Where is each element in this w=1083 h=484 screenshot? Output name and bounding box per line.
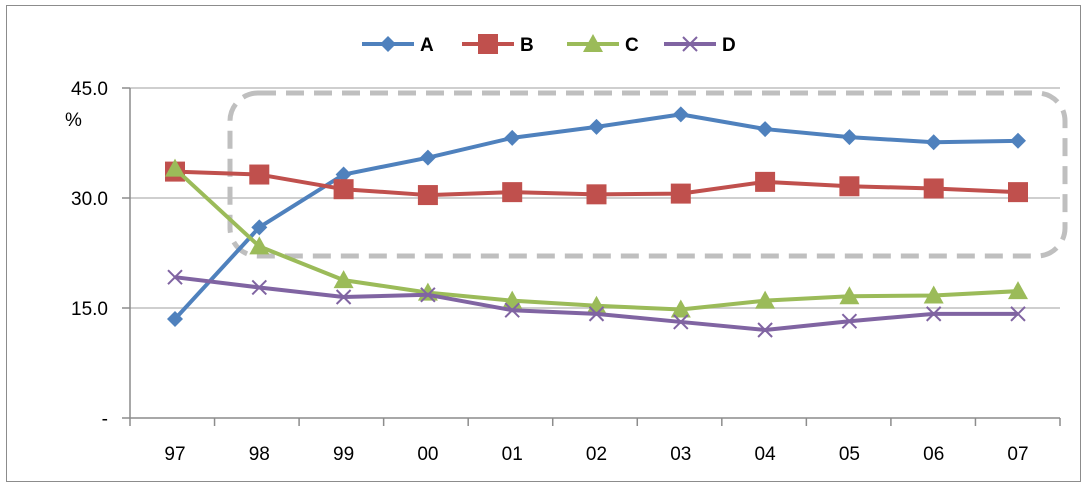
x-marker-stroke — [757, 322, 773, 338]
series-b-point — [670, 183, 691, 204]
series-b-point — [586, 184, 607, 205]
series-c-point — [755, 290, 776, 309]
series-d-point — [504, 302, 520, 318]
x-tick-label: 98 — [249, 444, 270, 465]
series-a-line — [173, 112, 1019, 321]
legend-item-d: D — [664, 35, 736, 56]
series-d-point — [673, 314, 689, 330]
series-d-point — [335, 289, 352, 305]
legend-b-marker — [478, 34, 498, 54]
series-c-point — [923, 285, 944, 304]
series-a-point — [504, 129, 521, 146]
legend-a-marker — [380, 36, 396, 52]
series-a-point — [672, 106, 689, 123]
x-marker-stroke — [682, 36, 698, 52]
series-b-point — [839, 176, 860, 197]
y-tick-label: 30.0 — [71, 189, 108, 210]
series-d — [167, 269, 1026, 338]
axes: - 15.0 30.0 45.0 97 98 99 00 01 02 03 04 05 06 07 — [71, 79, 1061, 465]
series-c-point — [333, 270, 354, 289]
series-d-point — [420, 287, 436, 303]
x-marker-stroke — [925, 306, 942, 322]
series-a-point — [841, 129, 858, 146]
x-tick-label: 03 — [670, 444, 691, 465]
legend-c-marker — [583, 34, 603, 52]
series-b-point — [1008, 182, 1028, 203]
series-d-point — [925, 306, 942, 322]
x-tick-label: 00 — [417, 444, 438, 465]
series-b-point — [333, 179, 354, 200]
series-a-point — [757, 121, 774, 138]
x-tick-label: 97 — [164, 444, 185, 465]
series-a-point — [588, 118, 605, 135]
series-d-point — [251, 279, 268, 296]
series-c-point — [839, 286, 860, 305]
series-a-point — [251, 219, 268, 236]
series-d-point — [588, 306, 605, 322]
x-marker-stroke — [167, 269, 183, 285]
x-marker-stroke — [673, 314, 689, 330]
chart-frame — [6, 5, 1081, 482]
series-b-point — [755, 171, 776, 192]
series-a-point — [1010, 132, 1026, 149]
series-d-point — [1010, 306, 1026, 322]
x-marker-stroke — [841, 313, 858, 329]
y-tick-label: 45.0 — [71, 79, 108, 100]
legend: A B C D — [362, 34, 736, 56]
legend-d-marker — [682, 36, 698, 52]
legend-item-c: C — [567, 34, 639, 56]
series-b-point — [417, 185, 438, 206]
series-c-point — [670, 299, 691, 318]
series-c-point — [165, 158, 185, 177]
legend-c-label: C — [625, 35, 639, 56]
legend-a-label: A — [420, 35, 434, 56]
x-marker-stroke — [251, 279, 268, 296]
y-axis-unit-label: % — [65, 110, 82, 131]
x-tick-label: 02 — [586, 444, 607, 465]
series-b-point — [249, 164, 270, 185]
legend-item-b: B — [462, 34, 534, 56]
series-a-point — [925, 134, 942, 151]
legend-d-label: D — [722, 35, 736, 56]
series-d-point — [167, 269, 183, 285]
series-c-point — [1008, 281, 1028, 300]
series-a — [167, 106, 1026, 327]
x-tick-label: 04 — [755, 444, 777, 465]
series-d-point — [841, 313, 858, 329]
x-marker-stroke — [420, 287, 436, 303]
legend-b-label: B — [520, 35, 534, 56]
x-tick-label: 99 — [333, 444, 354, 465]
x-tick-label: 07 — [1007, 444, 1028, 465]
x-marker-stroke — [588, 306, 605, 322]
x-tick-label: 05 — [839, 444, 860, 465]
series-a-point — [419, 149, 436, 166]
series-b-point — [502, 182, 523, 203]
x-tick-label: 06 — [923, 444, 944, 465]
x-tick-label: 01 — [502, 444, 523, 465]
x-marker-stroke — [1010, 306, 1026, 322]
x-marker-stroke — [504, 302, 520, 318]
x-marker-stroke — [335, 289, 352, 305]
series-c-point — [249, 236, 270, 255]
series-b-point — [923, 178, 944, 199]
y-tick-label: 15.0 — [71, 299, 108, 320]
series-a-point — [335, 166, 352, 183]
series-layer — [165, 106, 1028, 338]
series-a-point — [167, 311, 183, 327]
y-tick-label: - — [102, 409, 108, 430]
legend-item-a: A — [362, 35, 434, 56]
series-d-point — [757, 322, 773, 338]
